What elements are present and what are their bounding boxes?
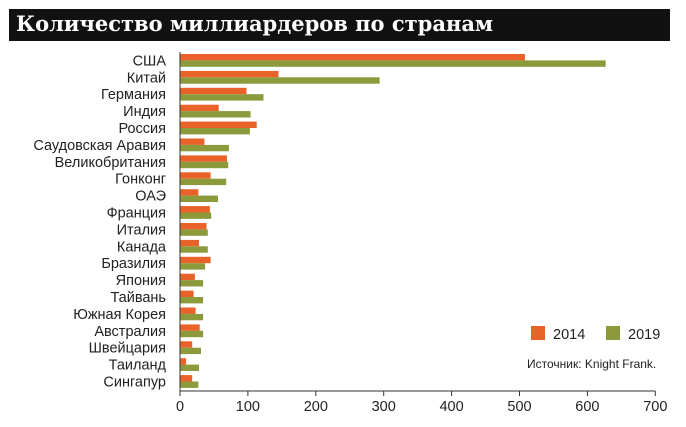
category-label: Япония	[116, 273, 166, 289]
bar-2019-14	[180, 297, 204, 304]
category-label: Саудовская Аравия	[33, 138, 166, 154]
bar-2019-7	[180, 178, 227, 186]
x-tick-label: 200	[304, 399, 328, 415]
bar-2019-10	[180, 229, 208, 236]
category-label: Австралия	[94, 324, 166, 340]
bar-2019-8	[180, 195, 218, 202]
category-label: Бразилия	[101, 256, 166, 272]
bar-2014-6	[180, 155, 227, 162]
x-tick-label: 600	[575, 399, 599, 415]
category-label: Россия	[118, 121, 166, 137]
bar-2019-13	[180, 280, 204, 287]
x-tick-label: 0	[176, 399, 184, 415]
source-note: Источник: Knight Frank.	[527, 357, 656, 371]
category-label: США	[133, 53, 167, 69]
x-axis: 0 100 200 300 400 500 600 700	[176, 52, 667, 415]
title-bar: Количество миллиардеров по странам	[9, 9, 670, 41]
bar-2014-15	[180, 307, 196, 314]
bar-2019-15	[180, 313, 204, 321]
legend: 2014 2019 Источник: Knight Frank.	[527, 326, 660, 371]
bar-2014-3	[180, 104, 219, 112]
bar-2019-12	[180, 263, 206, 270]
legend-swatch-2019	[606, 326, 620, 340]
x-tick-label: 700	[643, 399, 667, 415]
bar-2019-0	[180, 60, 606, 67]
bar-2014-9	[180, 206, 210, 213]
category-label: Канада	[117, 239, 167, 255]
bar-2014-14	[180, 290, 194, 297]
bar-2014-13	[180, 273, 195, 281]
bar-2019-19	[180, 381, 199, 388]
legend-swatch-2014	[531, 326, 545, 340]
bar-2014-7	[180, 172, 211, 179]
legend-label-2014: 2014	[553, 327, 585, 343]
category-label: Великобритания	[55, 155, 166, 171]
bars-group	[180, 54, 606, 388]
category-label: Гонконг	[115, 172, 166, 188]
bar-2019-4	[180, 128, 250, 135]
legend-label-2019: 2019	[628, 327, 660, 343]
bar-2014-11	[180, 239, 199, 247]
bar-2014-1	[180, 70, 279, 78]
bar-2014-17	[180, 341, 193, 348]
bar-2019-11	[180, 246, 208, 253]
bar-2014-16	[180, 324, 200, 331]
x-tick-label: 100	[236, 399, 260, 415]
x-tick-label: 400	[439, 399, 463, 415]
bar-2014-2	[180, 87, 247, 95]
bar-2019-17	[180, 347, 201, 355]
category-label: Италия	[117, 222, 166, 238]
bar-2014-10	[180, 223, 207, 230]
category-label: Сингапур	[103, 375, 166, 391]
category-label: ОАЭ	[135, 189, 166, 205]
bar-2019-3	[180, 111, 251, 118]
bar-2014-19	[180, 375, 193, 382]
bar-2014-8	[180, 189, 199, 196]
bar-2019-18	[180, 364, 199, 371]
bar-2014-5	[180, 138, 205, 145]
bar-2019-2	[180, 94, 264, 101]
x-tick-label: 500	[507, 399, 531, 415]
category-label: Индия	[123, 104, 166, 120]
bar-2014-0	[180, 54, 525, 61]
category-label: Тайвань	[110, 290, 166, 306]
x-tick-label: 300	[372, 399, 396, 415]
category-label: Франция	[107, 206, 166, 222]
bar-2019-5	[180, 144, 229, 152]
category-label: Швейцария	[89, 341, 166, 357]
bar-2019-1	[180, 77, 380, 84]
bar-2019-9	[180, 212, 212, 219]
chart-title: Количество миллиардеров по странам	[16, 11, 494, 36]
category-label: Таиланд	[109, 358, 167, 374]
bar-2019-6	[180, 161, 229, 169]
category-label: Германия	[101, 87, 166, 103]
bar-2019-16	[180, 330, 204, 338]
bar-2014-4	[180, 121, 257, 128]
bar-2014-12	[180, 256, 211, 264]
bar-2014-18	[180, 358, 187, 365]
category-label: Южная Корея	[73, 307, 166, 323]
category-label: Китай	[127, 70, 166, 86]
